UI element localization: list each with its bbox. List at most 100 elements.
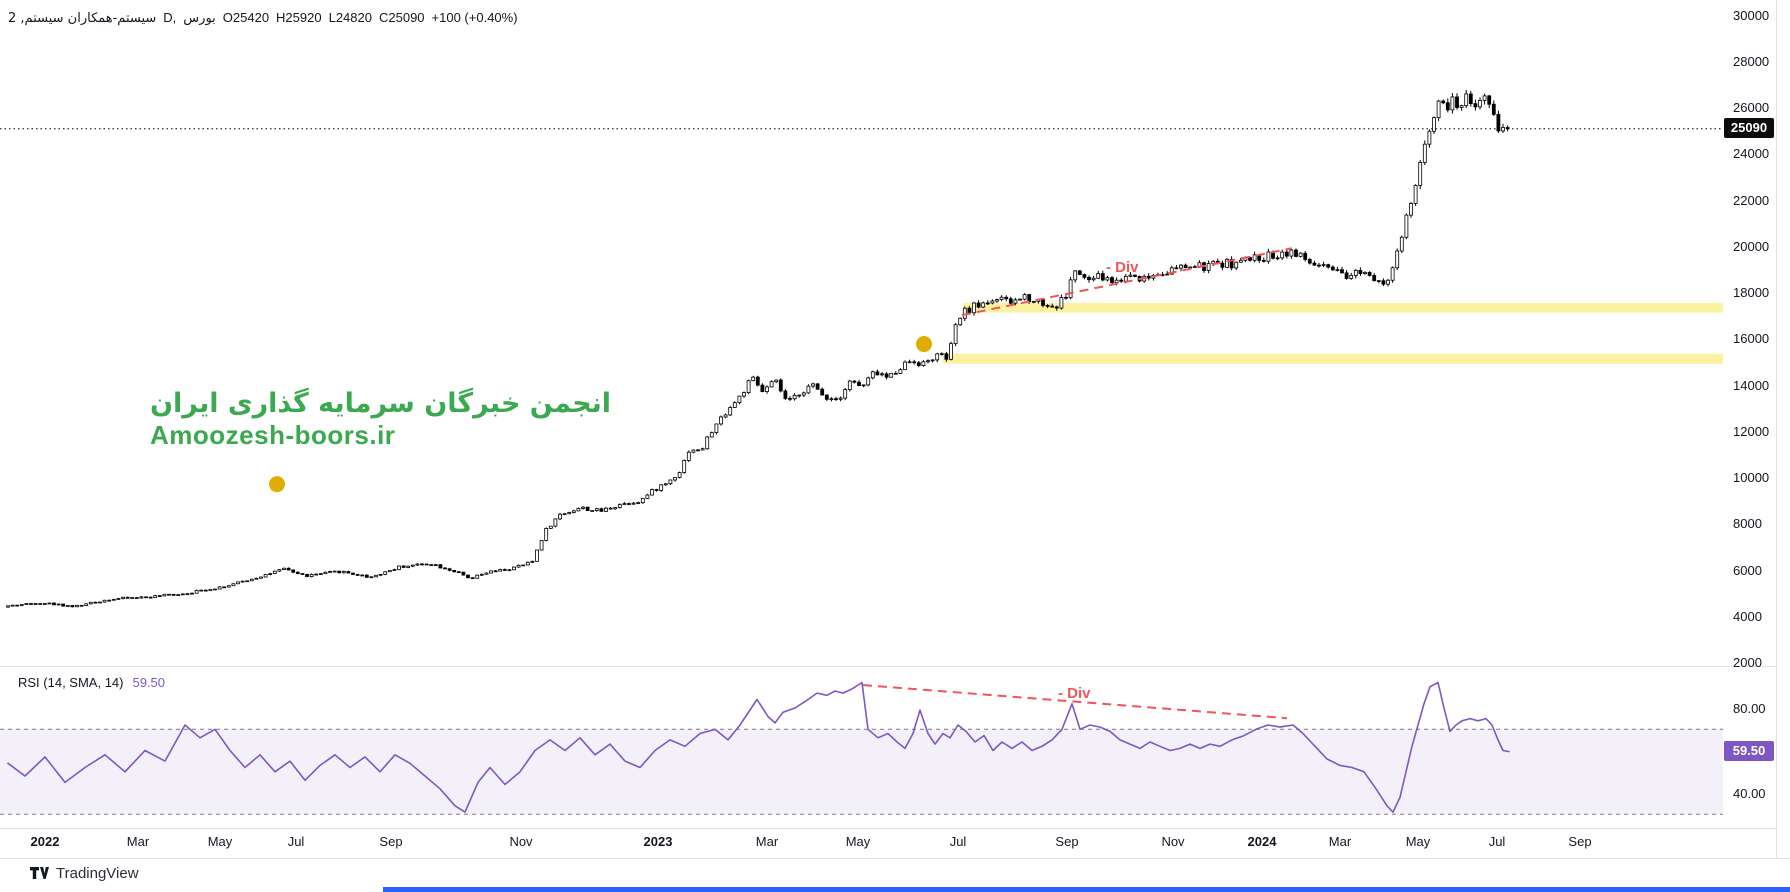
candle [709, 431, 714, 438]
rsi-divergence-label[interactable]: - Div [1058, 685, 1091, 702]
candle [1202, 261, 1206, 273]
candle [1330, 265, 1335, 271]
candle-body [686, 451, 691, 461]
candle [102, 599, 107, 603]
yellow-dot-marker[interactable] [269, 476, 285, 493]
candle-body [1505, 127, 1510, 130]
candle [567, 511, 572, 515]
candle-body [774, 379, 779, 383]
rsi-divergence-line[interactable] [862, 684, 1288, 720]
candle [397, 565, 401, 571]
candle [305, 573, 309, 578]
candle [1409, 201, 1413, 218]
candle [742, 391, 746, 398]
candle-body [548, 525, 553, 529]
band-rect[interactable] [943, 353, 1723, 364]
exchange-label[interactable]: بورس [183, 11, 216, 26]
candle [415, 563, 420, 566]
candle-body [884, 373, 889, 378]
candle [79, 604, 84, 607]
candle-body [985, 302, 990, 305]
candle [1096, 270, 1101, 280]
candle [1110, 276, 1114, 285]
candle [70, 605, 75, 608]
candle-body [1022, 294, 1027, 300]
yellow-dot-marker[interactable] [916, 336, 932, 353]
candle-body [926, 360, 930, 363]
rsi-title[interactable]: RSI (14, SMA, 14) [18, 675, 124, 690]
candle-body [318, 573, 323, 575]
candle [1372, 273, 1377, 282]
candle-body [139, 596, 144, 599]
candle [1455, 93, 1459, 110]
time-scale[interactable] [0, 828, 1776, 858]
candle [1050, 303, 1055, 308]
candle-body [723, 414, 728, 418]
candle [185, 593, 190, 596]
candle [194, 589, 199, 594]
candle-body [728, 407, 733, 416]
candle-body [401, 565, 406, 568]
candle-body [470, 577, 475, 580]
symbol-name[interactable]: سیستم-همکاران سیستم, 2 [8, 11, 157, 26]
candle [824, 394, 829, 401]
candle [1289, 248, 1294, 259]
candle-body [1358, 269, 1363, 275]
candle [1059, 294, 1064, 310]
candle [1220, 260, 1225, 271]
change-label: +100 (+0.40%) [431, 10, 518, 25]
candle [765, 385, 769, 394]
candle [1022, 293, 1027, 301]
candle-body [107, 599, 112, 602]
candle-body [245, 580, 250, 583]
candle-body [447, 568, 452, 571]
candle [907, 359, 912, 364]
candle-body [1050, 305, 1055, 308]
price-divergence-line[interactable] [961, 247, 1293, 317]
candle-body [1234, 261, 1239, 269]
candle-body [1091, 277, 1096, 281]
candle-body [443, 567, 447, 570]
candle-body [185, 593, 190, 596]
candle-body [765, 386, 769, 392]
candle-series[interactable] [6, 89, 1510, 608]
candle [820, 387, 825, 396]
tradingview-logo[interactable]: TradingView [30, 864, 139, 883]
candle-body [668, 479, 673, 485]
highlight-bands[interactable] [943, 302, 1723, 364]
bottom-blue-bar [383, 887, 1790, 892]
candle-body [111, 598, 116, 601]
candle [6, 605, 10, 608]
price-tick-label: 28000 [1733, 53, 1770, 69]
candle [1229, 256, 1234, 271]
candle-body [10, 604, 15, 607]
candle [1404, 213, 1409, 239]
candle [190, 592, 194, 595]
candle [705, 436, 710, 450]
tradingview-logo-icon [30, 867, 49, 879]
candle [1280, 249, 1285, 261]
price-tick-label: 30000 [1733, 7, 1770, 23]
candle-body [424, 563, 429, 566]
candle [590, 509, 595, 512]
candle [277, 569, 282, 572]
candle-body [1096, 273, 1101, 279]
candle [203, 589, 208, 592]
candle [562, 513, 567, 516]
candle-body [1344, 272, 1349, 279]
band-rect[interactable] [963, 302, 1723, 313]
candle-body [268, 573, 273, 575]
candle-body [829, 398, 834, 400]
candle [737, 395, 742, 405]
drawing-markers[interactable] [269, 336, 932, 493]
candle-body [1432, 117, 1436, 132]
candle-body [1220, 262, 1225, 268]
timeframe-label[interactable]: D, [163, 10, 177, 25]
price-divergence-label[interactable]: - Div [1106, 259, 1139, 276]
candle-body [254, 577, 259, 580]
candle [1087, 275, 1091, 283]
candle [1054, 305, 1059, 311]
pane-separator[interactable] [0, 666, 1776, 667]
rsi-line[interactable] [7, 681, 1510, 813]
